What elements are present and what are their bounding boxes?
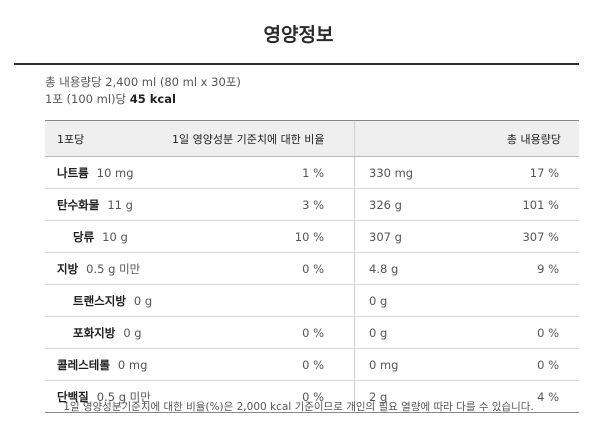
title-divider [14,63,579,65]
header-per-pack: 1포당 [57,132,85,146]
nutrient-label: 단백질 [57,389,89,404]
total-amount: 307 g [369,229,402,244]
total-amount: 330 mg [369,165,414,180]
nutrient-label: 당류 [73,229,95,244]
nutrient-amount: 0 g [123,325,142,340]
total-amount: 4.8 g [369,261,399,276]
nutrient-amount: 11 g [107,197,133,212]
nutrient-amount: 0 g [133,293,153,308]
nutrient-amount: 10 g [102,229,128,244]
nutrient-daily-pct: 0 % [302,389,324,404]
nutrient-daily-pct: 0 % [302,325,324,340]
summary: 총 내용량당 2,400 ml (80 ml x 30포) 1포 (100 ml… [45,74,241,108]
nutrient-name: 지방 0.5 g 미만 [57,261,140,277]
nutrient-name: 단백질 0.5 g 미만 [57,389,151,405]
table-row: 단백질 0.5 g 미만 0 % 2 g 4 % [45,381,579,412]
nutrient-label: 포화지방 [73,325,116,340]
total-pct: 9 % [537,261,559,276]
table-row: 콜레스테롤 0 mg 0 % 0 mg 0 % [45,349,579,381]
table-row: 지방 0.5 g 미만 0 % 4.8 g 9 % [45,253,579,285]
nutrient-amount: 0.5 g 미만 [86,261,141,276]
nutrient-label: 탄수화물 [57,197,100,212]
summary-total-line: 총 내용량당 2,400 ml (80 ml x 30포) [45,75,241,89]
nutrient-amount: 0 mg [117,357,148,372]
nutrient-daily-pct: 3 % [302,197,324,212]
total-pct: 307 % [522,229,559,244]
table-header: 1포당 1일 영양성분 기준치에 대한 비율 총 내용량당 [45,121,579,157]
table-row: 탄수화물 11 g 3 % 326 g 101 % [45,189,579,221]
nutrient-label: 지방 [57,261,79,276]
total-pct: 17 % [529,165,559,180]
summary-serving-label: 1포 (100 ml)당 [45,92,127,106]
nutrient-daily-pct: 1 % [302,165,324,180]
header-daily-ratio: 1일 영양성분 기준치에 대한 비율 [172,132,325,146]
table-row: 포화지방 0 g 0 % 0 g 0 % [45,317,579,349]
nutrient-label: 나트륨 [57,165,89,180]
total-pct: 4 % [537,389,559,404]
nutrient-amount: 0.5 g 미만 [96,389,151,404]
summary-kcal: 45 kcal [129,92,176,106]
total-pct: 0 % [537,357,559,372]
total-amount: 326 g [369,197,402,212]
page-title: 영양정보 [263,24,334,46]
total-pct: 101 % [522,197,559,212]
nutrient-label: 트랜스지방 [73,293,126,308]
table-row: 나트륨 10 mg 1 % 330 mg 17 % [45,157,579,189]
nutrient-name: 나트륨 10 mg [57,165,134,181]
table-body: 나트륨 10 mg 1 % 330 mg 17 % 탄수화물 11 g 3 % 326 g 101… [45,157,579,412]
total-pct: 0 % [537,325,559,340]
nutrient-name: 콜레스테롤 0 mg [57,357,147,373]
total-amount: 0 g [369,293,388,308]
total-amount: 0 mg [369,357,399,372]
nutrient-daily-pct: 0 % [302,261,324,276]
footnote: 1일 영양성분기준치에 대한 비율(%)은 2,000 kcal 기준이므로 개… [63,401,534,413]
nutrient-name: 당류 10 g [73,229,128,245]
total-amount: 0 g [369,325,388,340]
nutrient-daily-pct: 0 % [302,357,324,372]
nutrient-daily-pct: 10 % [294,229,324,244]
nutrient-amount: 10 mg [96,165,134,180]
nutrition-table: 1포당 1일 영양성분 기준치에 대한 비율 총 내용량당 나트륨 10 mg 1 … [45,120,579,413]
summary-serving-line: 1포 (100 ml)당 45 kcal [45,91,241,108]
nutrient-name: 트랜스지방 0 g [73,293,152,309]
nutrient-name: 포화지방 0 g [73,325,142,341]
total-amount: 2 g [369,389,388,404]
table-row: 트랜스지방 0 g 0 g [45,285,579,317]
nutrient-name: 탄수화물 11 g [57,197,133,213]
nutrient-label: 콜레스테롤 [57,357,110,372]
header-total: 총 내용량당 [506,132,561,146]
table-row: 당류 10 g 10 % 307 g 307 % [45,221,579,253]
